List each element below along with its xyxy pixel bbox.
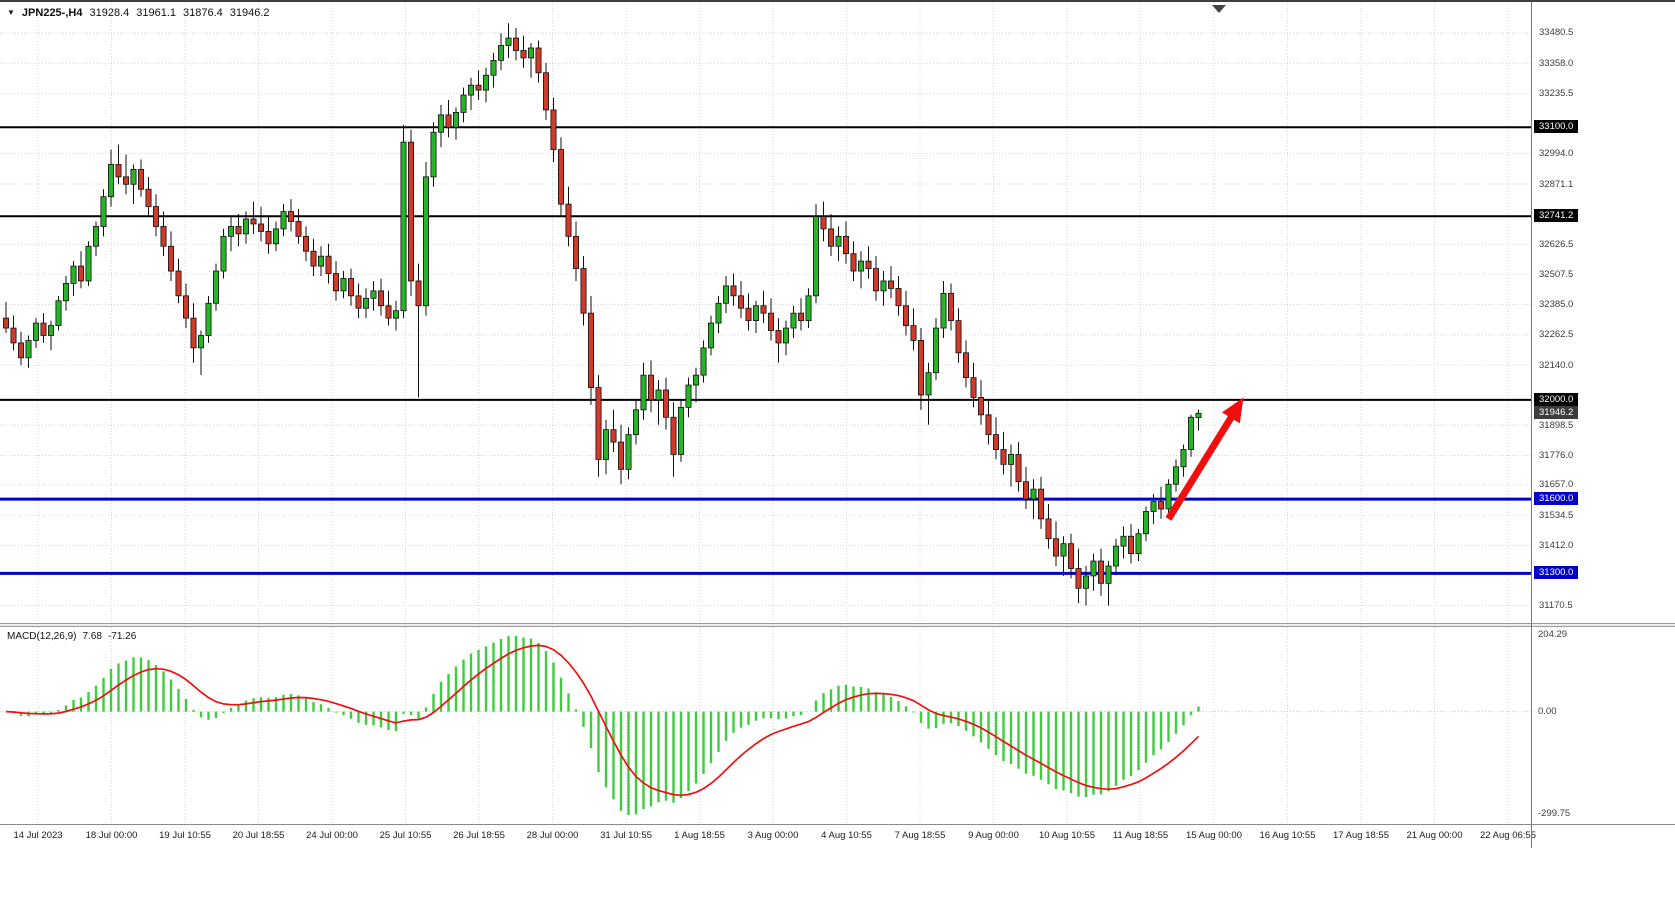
time-label: 4 Aug 10:55 <box>821 830 872 841</box>
horizontal-level-lines <box>0 126 1531 575</box>
price-grid <box>0 2 1531 623</box>
price-tick: 32994.0 <box>1539 148 1574 160</box>
symbol-title: JPN225-,H4 <box>21 7 83 19</box>
price-tick: 32140.0 <box>1539 359 1574 371</box>
time-label: 17 Aug 18:55 <box>1333 830 1389 841</box>
time-label: 19 Jul 10:55 <box>159 830 211 841</box>
pane-splitter[interactable] <box>0 623 1675 627</box>
price-tick: 32507.5 <box>1539 268 1574 280</box>
time-label: 1 Aug 18:55 <box>674 830 725 841</box>
price-chart[interactable] <box>0 2 1531 623</box>
price-tick: 31412.0 <box>1539 540 1574 552</box>
macd-axis-max: 204.29 <box>1538 629 1568 640</box>
time-label: 26 Jul 18:55 <box>453 830 505 841</box>
time-label: 11 Aug 18:55 <box>1112 830 1169 841</box>
ohlc-close: 31946.2 <box>229 7 270 19</box>
macd-value: 7.68 <box>82 631 102 642</box>
price-level-badge: 32000.0 <box>1534 392 1579 406</box>
current-price-badge: 31946.2 <box>1534 406 1579 420</box>
macd-signal-value: -71.26 <box>107 631 137 642</box>
macd-chart[interactable] <box>0 627 1531 824</box>
chart-header: ▼ JPN225-,H4 31928.4 31961.1 31876.4 319… <box>7 7 270 19</box>
time-label: 24 Jul 00:00 <box>306 830 358 841</box>
price-tick: 33358.0 <box>1539 57 1574 69</box>
trend-arrow-shaft[interactable] <box>1165 414 1235 521</box>
time-label: 7 Aug 18:55 <box>894 830 946 841</box>
price-axis[interactable]: 33480.5 33358.0 33235.5 32994.0 32871.1 32626… <box>1532 2 1675 624</box>
price-tick: 31170.5 <box>1539 600 1573 612</box>
price-tick: 31898.5 <box>1539 419 1574 431</box>
time-axis[interactable]: 14 Jul 2023 18 Jul 00:00 19 Jul 10:55 20 Ju… <box>0 824 1675 849</box>
price-tick: 31657.0 <box>1539 479 1574 491</box>
macd-title: MACD(12,26,9) <box>7 631 77 642</box>
macd-histogram <box>12 636 1200 815</box>
macd-axis-min: -299.75 <box>1538 808 1571 819</box>
time-label: 15 Aug 00:00 <box>1186 830 1242 841</box>
price-tick: 32626.5 <box>1539 239 1574 251</box>
time-label: 28 Jul 00:00 <box>526 830 579 841</box>
time-label: 22 Aug 06:55 <box>1480 830 1536 841</box>
macd-grid <box>37 627 1509 824</box>
price-tick: 32871.1 <box>1539 178 1574 190</box>
price-tick: 31776.0 <box>1539 449 1574 461</box>
trend-arrow-head[interactable] <box>1221 397 1244 424</box>
ohlc-high: 31961.1 <box>136 7 176 19</box>
axis-border <box>1531 2 1532 848</box>
price-tick: 33480.5 <box>1539 27 1574 39</box>
price-tick: 32262.5 <box>1539 329 1574 341</box>
time-label: 10 Aug 10:55 <box>1039 830 1095 841</box>
chart-shift-marker-icon[interactable] <box>1212 5 1226 13</box>
ohlc-open: 31928.4 <box>89 7 130 19</box>
macd-signal-line <box>5 644 1200 797</box>
price-tick: 31534.5 <box>1539 509 1574 521</box>
time-label: 21 Aug 00:00 <box>1406 830 1463 841</box>
macd-axis-zero: 0.00 <box>1538 705 1557 717</box>
symbol-dropdown-icon[interactable]: ▼ <box>7 8 15 17</box>
time-label: 18 Jul 00:00 <box>85 830 138 841</box>
time-label: 3 Aug 00:00 <box>747 830 799 841</box>
time-label: 31 Jul 10:55 <box>600 830 652 841</box>
time-label: 25 Jul 10:55 <box>379 830 432 841</box>
price-level-badge: 33100.0 <box>1534 120 1579 134</box>
price-tick: 32385.0 <box>1539 299 1574 310</box>
macd-indicator-label: MACD(12,26,9) 7.68 -71.26 <box>7 631 136 642</box>
time-label: 16 Aug 10:55 <box>1259 830 1316 841</box>
price-level-badge: 31300.0 <box>1534 566 1579 580</box>
time-label: 20 Jul 18:55 <box>232 830 285 841</box>
ohlc-low: 31876.4 <box>183 7 223 19</box>
candlesticks <box>3 23 1202 606</box>
time-label: 14 Jul 2023 <box>13 830 63 841</box>
price-tick: 33235.5 <box>1539 88 1574 100</box>
time-label: 9 Aug 00:00 <box>968 830 1019 841</box>
price-level-badge: 31600.0 <box>1534 492 1579 506</box>
price-level-badge: 32741.2 <box>1534 209 1579 223</box>
